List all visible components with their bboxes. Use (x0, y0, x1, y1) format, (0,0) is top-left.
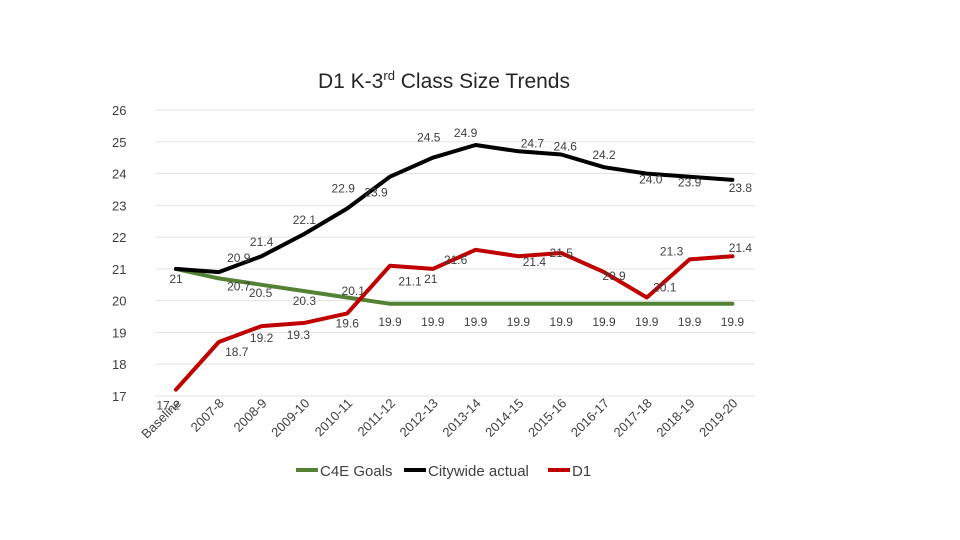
data-label: 23.9 (364, 186, 388, 200)
legend-label: C4E Goals (320, 463, 393, 480)
y-tick-label: 19 (112, 325, 126, 340)
data-labels: 21 20.720.5 20.3 19.9 19.9 19.9 19.9 19.9 19.9 19… (156, 126, 752, 413)
data-label: 19.3 (287, 328, 311, 342)
data-label: 24.9 (454, 126, 478, 140)
data-label: 24.5 (417, 131, 441, 145)
data-label: 21.4 (523, 255, 547, 269)
data-label: 21.4 (729, 241, 753, 255)
data-label: 21.4 (250, 235, 274, 249)
y-tick-label: 22 (112, 230, 126, 245)
data-label: 21.6 (444, 253, 468, 267)
x-tick-label: 2017-18 (611, 396, 655, 440)
data-label: 24.0 (639, 173, 663, 187)
data-label: 20.7 (227, 279, 251, 293)
data-label: 19.9 (464, 315, 488, 329)
x-tick-label: 2009-10 (268, 396, 312, 440)
data-label: 23.8 (729, 181, 753, 195)
x-tick-label: 2011-12 (354, 396, 398, 440)
data-label: 21 (169, 272, 183, 286)
legend-label: Citywide actual (428, 463, 529, 480)
y-tick-label: 24 (112, 167, 126, 182)
x-tick-label: 2010-11 (312, 396, 356, 440)
x-tick-label: 2019-20 (696, 396, 740, 440)
y-tick-label: 18 (112, 357, 126, 372)
x-tick-label: 2015-16 (525, 396, 569, 440)
data-label: 20.9 (227, 251, 251, 265)
y-tick-label: 21 (112, 262, 126, 277)
series-line-3 (174, 247, 735, 392)
x-tick-label: 2013-14 (439, 396, 483, 440)
data-label: 19.9 (592, 315, 616, 329)
data-label: 18.7 (225, 345, 249, 359)
data-label: 24.2 (592, 148, 616, 162)
data-label: 19.6 (336, 316, 360, 330)
data-label: 20.1 (653, 280, 677, 294)
data-label: 19.2 (250, 331, 274, 345)
legend: C4E Goals Citywide actual D1 (296, 463, 591, 480)
data-label: 20.9 (602, 269, 626, 283)
y-tick-label: 26 (112, 103, 126, 118)
y-axis-ticks: 17 18 19 20 21 22 23 24 25 26 (112, 103, 126, 404)
data-label: 21.3 (660, 244, 684, 258)
data-label: 24.6 (554, 139, 578, 153)
data-label: 19.9 (635, 315, 659, 329)
data-label: 21.5 (550, 246, 574, 260)
x-tick-label: 2007-8 (188, 396, 227, 435)
x-tick-label: 2012-13 (397, 396, 441, 440)
data-label: 19.9 (678, 315, 702, 329)
data-label: 19.9 (507, 315, 531, 329)
data-label: 19.9 (721, 315, 745, 329)
legend-label: D1 (572, 463, 591, 480)
data-label: 17.2 (156, 399, 180, 413)
data-label: 22.1 (293, 213, 317, 227)
grid (155, 109, 755, 397)
series-line-2 (174, 143, 735, 275)
data-label: 22.9 (332, 182, 356, 196)
data-label: 19.9 (421, 315, 445, 329)
data-label: 24.7 (521, 136, 545, 150)
data-label: 20.5 (249, 286, 273, 300)
series-lines (174, 143, 735, 392)
x-tick-label: 2008-9 (230, 396, 269, 435)
data-label: 21 (424, 272, 438, 286)
y-tick-label: 17 (112, 389, 126, 404)
data-label: 20.3 (293, 294, 317, 308)
y-tick-label: 20 (112, 294, 126, 309)
data-label: 23.9 (678, 176, 702, 190)
y-tick-label: 23 (112, 198, 126, 213)
data-label: 19.9 (550, 315, 574, 329)
data-label: 19.9 (378, 315, 402, 329)
y-tick-label: 25 (112, 135, 126, 150)
chart-title: D1 K-3rd Class Size Trends (318, 68, 570, 93)
data-label-extra: 20.1 (342, 284, 366, 298)
x-tick-label: 2014-15 (482, 396, 526, 440)
x-tick-label: 2018-19 (653, 396, 697, 440)
series-line-1 (174, 266, 735, 306)
x-tick-label: 2016-17 (568, 396, 612, 440)
data-label: 21.1 (398, 275, 422, 289)
